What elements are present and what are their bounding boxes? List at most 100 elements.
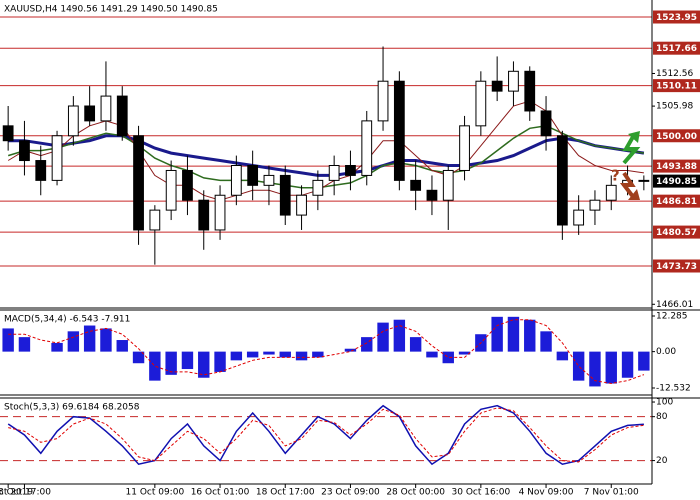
macd-bar: [458, 351, 471, 355]
x-tick-label: 7 Nov 01:00: [584, 488, 639, 498]
level-label-box: [653, 79, 700, 93]
candle-body: [116, 95, 128, 137]
candle-body: [279, 174, 291, 216]
candle-body: [182, 169, 193, 201]
candle-body: [361, 120, 373, 176]
candle-body: [345, 165, 356, 176]
x-tick-label: 23 Oct 09:00: [321, 488, 380, 498]
x-tick-label: 16 Oct 01:00: [191, 488, 250, 498]
macd-bar: [67, 331, 80, 352]
x-tick-label: 18 Oct 17:00: [256, 488, 315, 498]
level-label-box: [653, 194, 700, 208]
level-label: 1486.81: [656, 197, 697, 207]
last-price-box: [653, 174, 700, 188]
macd-bar: [589, 351, 601, 387]
macd-bar: [621, 351, 634, 378]
x-tick-label: 11 Oct 09:00: [126, 488, 185, 498]
macd-bar: [279, 351, 291, 358]
macd-bar: [361, 337, 373, 352]
candle-body: [312, 179, 324, 196]
candle-body: [247, 165, 259, 186]
candle-body: [589, 199, 601, 211]
candle-body: [491, 80, 503, 92]
macd-bar: [18, 337, 31, 352]
macd-bar: [295, 351, 308, 361]
candle-body: [508, 70, 519, 92]
macd-bar: [491, 316, 503, 352]
macd-bar: [344, 348, 357, 352]
level-label: 1517.66: [656, 44, 697, 54]
level-label: 1510.11: [656, 82, 697, 92]
candle-body: [84, 105, 96, 122]
macd-bar: [100, 328, 112, 352]
candle-body: [263, 174, 275, 186]
candle-body: [133, 135, 144, 231]
candle-body: [638, 179, 650, 182]
macd-bar: [377, 322, 389, 352]
candle-body: [328, 165, 340, 181]
macd-bar: [572, 351, 585, 381]
level-label: 1493.88: [656, 162, 697, 172]
candle-body: [605, 184, 617, 201]
candle-body: [556, 135, 568, 226]
level-label-box: [653, 41, 700, 55]
candle-body: [67, 105, 79, 137]
candle-body: [459, 125, 470, 171]
candle-body: [2, 125, 14, 142]
candle-body: [149, 209, 161, 231]
macd-bar: [165, 351, 177, 375]
x-tick-label: 4 Nov 09:00: [519, 488, 574, 498]
up-arrow: [622, 134, 641, 165]
level-label: 1500.00: [656, 132, 697, 142]
y-tick-label: 80: [656, 412, 668, 422]
macd-bar: [83, 325, 96, 352]
y-tick-label: 20: [656, 456, 668, 466]
panel-title: XAUUSD,H4 1490.56 1491.29 1490.50 1490.8…: [4, 5, 218, 15]
x-tick-label: 28 Oct 00:00: [386, 488, 445, 498]
y-tick-label: 1512.56: [656, 69, 693, 79]
x-tick-label: 30 Oct 16:00: [452, 488, 511, 498]
candle-body: [296, 194, 307, 216]
y-tick-label: -12.532: [656, 383, 691, 393]
macd-bar: [214, 351, 226, 372]
candle-body: [524, 70, 536, 112]
last-price-label: 1490.85: [656, 177, 697, 187]
macd-bar: [507, 316, 520, 352]
macd-bar: [230, 351, 243, 361]
macd-bar: [393, 319, 406, 352]
down-arrow-head: [628, 189, 640, 200]
moving-average: [7, 125, 645, 189]
macd-bar: [2, 328, 14, 352]
candle-body: [165, 169, 177, 211]
y-tick-label: 12.285: [656, 311, 688, 321]
level-label: 1473.73: [656, 262, 697, 272]
moving-average: [8, 134, 645, 177]
stoch-line: [8, 407, 644, 463]
x-tick-label: 8 Oct 17:00: [0, 488, 51, 498]
macd-bar: [181, 351, 194, 370]
candle-body: [230, 165, 242, 196]
plot: 1466.01 1505.98 1512.56 1523.95 1517.66 1510.…: [0, 5, 700, 498]
down-arrow: [619, 171, 636, 200]
y-tick-label: 1466.01: [656, 300, 693, 310]
candle-body: [51, 135, 63, 181]
candle-body: [100, 95, 112, 122]
macd-bar: [605, 351, 617, 384]
macd-bar: [556, 351, 569, 361]
level-label-box: [653, 129, 700, 143]
macd-bar: [263, 351, 275, 355]
moving-average: [7, 100, 644, 201]
level-label-box: [653, 10, 700, 24]
up-arrow-head: [628, 131, 640, 143]
panel-title: Stoch(5,3,3) 69.6184 68.2058: [4, 403, 140, 413]
candle-body: [393, 80, 405, 181]
macd-bar: [116, 340, 128, 352]
y-tick-label: 0.00: [656, 347, 676, 357]
candle-body: [475, 80, 487, 127]
macd-bar: [246, 351, 259, 358]
y-tick-label: 1505.98: [656, 102, 693, 112]
candle-body: [540, 110, 552, 137]
candle-body: [573, 209, 585, 226]
